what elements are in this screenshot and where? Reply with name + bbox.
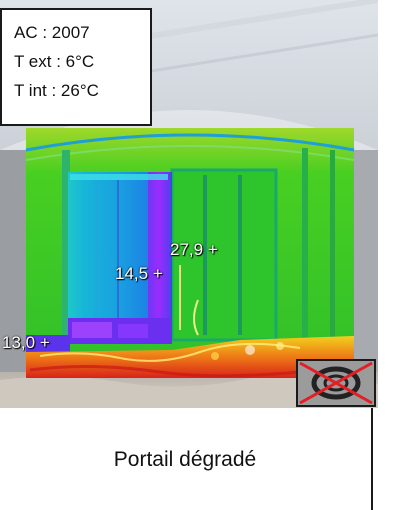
temperature-reading: 13,0 +: [2, 333, 50, 353]
reading-crosshair: +: [207, 240, 218, 259]
reading-crosshair: +: [39, 333, 50, 352]
temperature-reading: 14,5 +: [115, 264, 163, 284]
crossed-out-rating-icon: [296, 359, 376, 407]
photo-caption: Portail dégradé: [113, 448, 257, 471]
conditions-info-box: AC : 2007 T ext : 6°C T int : 26°C: [0, 8, 152, 126]
reading-crosshair: +: [152, 264, 163, 283]
outside-temperature-text: T ext : 6°C: [14, 52, 95, 71]
inside-temperature-text: T int : 26°C: [14, 81, 99, 100]
temperature-reading: 27,9 +: [170, 240, 218, 260]
thermal-photo: [0, 0, 378, 408]
reading-value: 13,0: [2, 333, 36, 352]
construction-year-text: AC : 2007: [14, 23, 90, 42]
reading-value: 27,9: [170, 240, 204, 259]
reading-value: 14,5: [115, 264, 149, 283]
callout-line: [371, 408, 373, 510]
